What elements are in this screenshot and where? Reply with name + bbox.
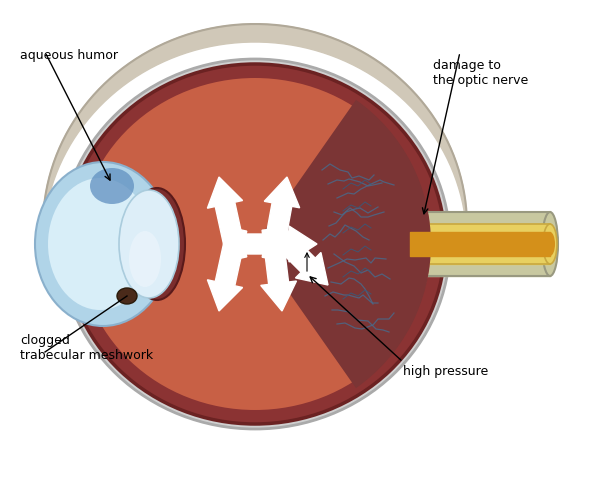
Ellipse shape bbox=[543, 224, 557, 264]
Ellipse shape bbox=[129, 231, 161, 287]
Ellipse shape bbox=[542, 212, 558, 276]
Wedge shape bbox=[255, 100, 431, 388]
Text: high pressure: high pressure bbox=[403, 366, 488, 378]
Ellipse shape bbox=[35, 162, 171, 326]
Polygon shape bbox=[43, 24, 467, 234]
FancyArrow shape bbox=[208, 227, 247, 311]
Text: aqueous humor: aqueous humor bbox=[20, 49, 118, 62]
Ellipse shape bbox=[79, 78, 431, 410]
Ellipse shape bbox=[545, 232, 555, 256]
Text: damage to
the optic nerve: damage to the optic nerve bbox=[433, 59, 528, 87]
FancyArrow shape bbox=[261, 228, 296, 311]
Ellipse shape bbox=[117, 288, 137, 304]
Ellipse shape bbox=[119, 190, 179, 298]
Ellipse shape bbox=[65, 64, 445, 424]
FancyArrow shape bbox=[263, 220, 328, 285]
FancyArrow shape bbox=[225, 226, 317, 262]
Ellipse shape bbox=[129, 188, 185, 300]
Ellipse shape bbox=[90, 168, 134, 204]
Ellipse shape bbox=[48, 178, 152, 310]
Ellipse shape bbox=[60, 59, 450, 429]
FancyArrow shape bbox=[208, 177, 247, 261]
FancyArrow shape bbox=[262, 177, 299, 261]
Text: clogged
trabecular meshwork: clogged trabecular meshwork bbox=[20, 334, 153, 362]
